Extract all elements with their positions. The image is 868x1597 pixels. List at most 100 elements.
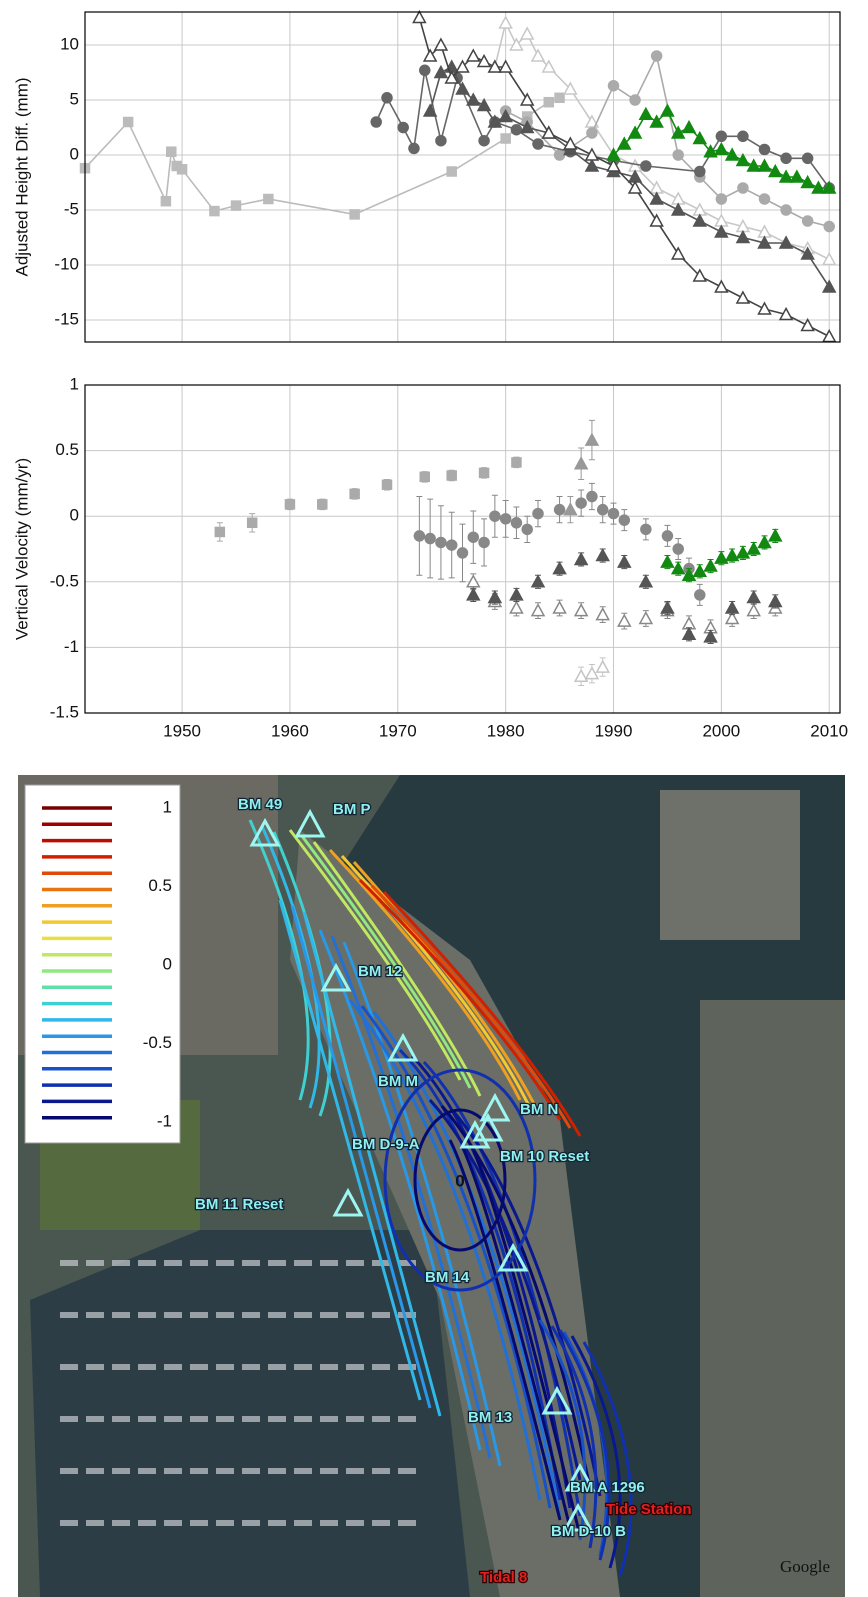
y-tick-label: -1: [64, 637, 79, 656]
data-point: [607, 507, 620, 520]
boat: [268, 1364, 286, 1370]
x-tick-label: 1960: [271, 721, 309, 740]
x-tick-label: 1950: [163, 721, 201, 740]
boat: [60, 1416, 78, 1422]
boat: [112, 1520, 130, 1526]
data-point: [714, 279, 729, 293]
data-point: [446, 470, 457, 481]
data-point: [735, 229, 751, 244]
station-label: BM N: [520, 1101, 558, 1118]
data-point: [455, 81, 470, 95]
station-marker: [332, 1187, 364, 1217]
data-point: [397, 121, 409, 134]
data-point: [640, 523, 652, 536]
contour-ring: [413, 1108, 507, 1252]
contour-line: [300, 835, 472, 1089]
boat: [294, 1260, 312, 1266]
station-label: Tide Station: [606, 1501, 692, 1518]
data-point: [446, 166, 457, 177]
boat: [190, 1468, 208, 1474]
data-point: [735, 290, 751, 304]
y-tick-label: 0.5: [55, 440, 79, 459]
boat: [242, 1364, 260, 1370]
data-point: [500, 133, 511, 144]
data-point: [509, 600, 524, 614]
contour-line: [278, 899, 422, 1401]
data-point: [519, 26, 535, 40]
data-point: [778, 169, 794, 183]
data-point: [499, 513, 512, 525]
data-point: [746, 541, 761, 555]
data-point: [650, 50, 663, 62]
boat: [190, 1364, 208, 1370]
data-point: [575, 497, 587, 509]
data-point: [617, 554, 632, 568]
boat: [86, 1364, 104, 1370]
x-tick-label: 2010: [810, 721, 848, 740]
contour-line: [318, 929, 482, 1451]
data-point: [629, 94, 641, 106]
data-point: [563, 136, 578, 150]
data-point: [714, 141, 729, 156]
data-point: [724, 600, 740, 614]
station-marker: [249, 817, 281, 847]
boat: [216, 1520, 234, 1526]
data-point: [422, 103, 438, 117]
boat: [346, 1312, 364, 1318]
data-point: [768, 163, 783, 178]
data-point: [757, 235, 772, 249]
data-point: [681, 119, 697, 134]
boat: [112, 1260, 130, 1266]
data-point: [543, 96, 555, 108]
boat: [216, 1416, 234, 1422]
data-point: [672, 149, 684, 161]
data-point: [584, 432, 600, 446]
x-tick-label: 1980: [487, 721, 525, 740]
station-marker: [459, 1119, 491, 1149]
boat: [164, 1364, 182, 1370]
contour-line: [538, 1319, 587, 1541]
data-point: [617, 136, 632, 150]
data-point: [595, 659, 610, 673]
station-marker: [541, 1385, 573, 1415]
data-point: [381, 479, 393, 490]
boat: [242, 1468, 260, 1474]
data-point: [530, 48, 546, 62]
station-marker: [387, 1032, 419, 1062]
data-point: [638, 610, 654, 625]
data-point: [703, 629, 718, 643]
boat: [320, 1312, 338, 1318]
data-point: [408, 142, 420, 155]
data-point: [573, 456, 589, 470]
data-point: [532, 138, 544, 150]
data-point: [541, 125, 557, 139]
data-point: [563, 81, 578, 95]
data-point: [246, 517, 258, 529]
boat: [138, 1364, 156, 1370]
station-marker: [479, 1092, 511, 1122]
data-point: [487, 59, 503, 73]
data-point: [455, 59, 470, 73]
data-point: [780, 204, 792, 216]
boat: [216, 1260, 234, 1266]
colorbar-tick-label: 0: [163, 954, 172, 973]
boat: [216, 1312, 234, 1318]
data-point: [466, 92, 481, 106]
data-point: [640, 160, 652, 172]
data-point: [584, 158, 600, 172]
boat: [320, 1520, 338, 1526]
boat: [112, 1468, 130, 1474]
data-point: [413, 530, 426, 542]
boat: [398, 1364, 416, 1370]
station-label: BM 13: [468, 1409, 512, 1426]
y-tick-label: 1: [70, 374, 79, 393]
contour-line: [570, 1335, 622, 1569]
data-point: [703, 558, 718, 572]
contour-line: [460, 1145, 572, 1529]
data-point: [737, 130, 749, 143]
data-point: [627, 180, 643, 194]
boat: [138, 1312, 156, 1318]
boat: [372, 1520, 390, 1526]
boat: [86, 1520, 104, 1526]
boat: [164, 1468, 182, 1474]
